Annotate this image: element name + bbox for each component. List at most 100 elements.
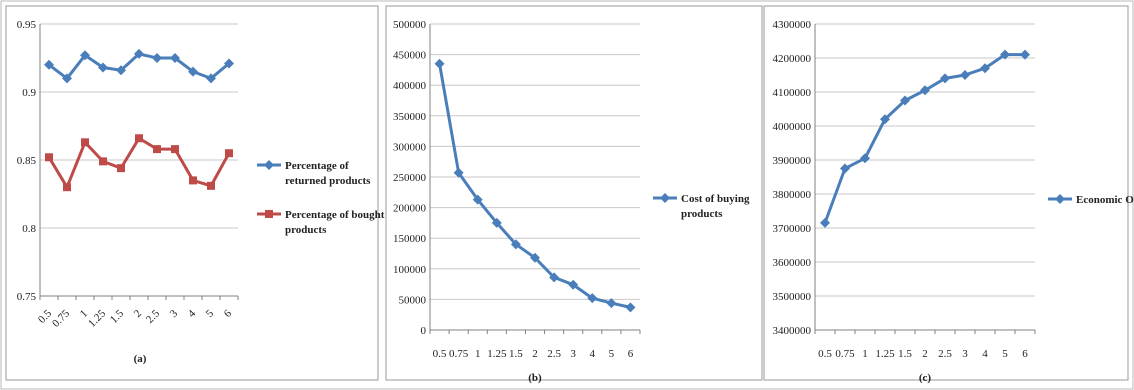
data-point xyxy=(117,164,125,173)
x-tick-label: 1.5 xyxy=(898,348,912,360)
data-point xyxy=(80,50,90,61)
y-tick-label: 4300000 xyxy=(773,19,812,31)
data-point xyxy=(135,134,143,143)
data-point xyxy=(99,157,107,166)
panel-frame xyxy=(763,5,1129,381)
legend-marker xyxy=(265,210,273,218)
y-tick-label: 0 xyxy=(421,325,427,337)
data-point xyxy=(188,66,198,77)
x-tick-label: 1.5 xyxy=(509,348,523,360)
data-point xyxy=(171,145,179,154)
y-tick-label: 3900000 xyxy=(773,155,812,167)
y-tick-label: 300000 xyxy=(393,141,427,153)
data-point xyxy=(940,73,950,84)
data-point xyxy=(960,70,970,80)
y-tick-label: 100000 xyxy=(393,264,427,276)
data-point xyxy=(170,53,180,63)
legend-label: products xyxy=(681,208,723,220)
data-point xyxy=(920,85,930,96)
legend-label: products xyxy=(285,224,327,236)
data-point xyxy=(980,63,990,74)
x-tick-label: 4 xyxy=(590,348,596,360)
x-tick-label: 1.25 xyxy=(487,348,507,360)
y-tick-label: 4100000 xyxy=(773,87,812,99)
data-point xyxy=(153,145,161,154)
data-point xyxy=(434,58,445,69)
legend-label: returned products xyxy=(285,175,371,187)
legend-label: Cost of buying xyxy=(681,193,750,205)
data-point xyxy=(820,217,830,228)
x-tick-label: 0.75 xyxy=(449,348,469,360)
x-tick-label: 6 xyxy=(628,348,634,360)
y-tick-label: 4000000 xyxy=(773,121,812,133)
chart-panel-2: 5000004500004000003500003000002500002000… xyxy=(385,5,763,384)
y-tick-label: 3800000 xyxy=(773,189,812,201)
data-point xyxy=(116,65,126,76)
data-point xyxy=(1000,49,1010,60)
data-point xyxy=(606,298,617,309)
data-point xyxy=(860,153,870,164)
x-tick-label: 0.5 xyxy=(433,348,447,360)
panel-caption: (c) xyxy=(919,372,932,384)
y-tick-label: 3600000 xyxy=(773,257,812,269)
y-tick-label: 3700000 xyxy=(773,223,812,235)
x-tick-label: 1.25 xyxy=(875,348,895,360)
data-point xyxy=(98,62,108,73)
data-point xyxy=(1020,49,1030,60)
y-tick-label: 200000 xyxy=(393,203,427,215)
y-tick-label: 400000 xyxy=(393,80,427,92)
legend-label: Economic OF xyxy=(1076,194,1134,206)
data-point xyxy=(224,58,234,69)
panel-caption: (b) xyxy=(528,372,542,384)
chart-panel-3: 4300000 4200000 4100000 4000000 3900000 38000… xyxy=(763,5,1134,384)
data-point xyxy=(45,153,53,162)
y-tick-label: 150000 xyxy=(393,233,427,245)
legend-marker xyxy=(1055,194,1065,204)
data-point xyxy=(152,53,162,63)
data-point xyxy=(900,95,910,106)
data-point xyxy=(510,239,521,250)
y-tick-label: 250000 xyxy=(393,172,427,184)
x-tick-label: 2.5 xyxy=(938,348,952,360)
data-point xyxy=(472,194,483,205)
x-tick-label: 2 xyxy=(922,348,928,360)
panel-frame xyxy=(5,5,379,381)
data-point xyxy=(62,73,72,84)
data-point xyxy=(587,293,598,304)
x-tick-label: 5 xyxy=(1002,348,1008,360)
y-tick-label: 0.9 xyxy=(22,87,36,99)
y-tick-label: 50000 xyxy=(399,294,427,306)
y-tick-label: 3400000 xyxy=(773,325,812,337)
data-point xyxy=(549,272,560,283)
y-tick-label: 0.8 xyxy=(22,223,36,235)
y-tick-label: 0.75 xyxy=(17,291,37,303)
data-point xyxy=(530,252,540,263)
x-tick-label: 5 xyxy=(609,348,615,360)
data-point xyxy=(491,217,502,228)
y-tick-label: 350000 xyxy=(393,111,427,123)
data-point xyxy=(568,279,579,290)
data-point xyxy=(189,176,197,185)
x-tick-label: 3 xyxy=(962,348,968,360)
data-point xyxy=(63,183,71,192)
x-tick-label: 1 xyxy=(475,348,481,360)
data-point xyxy=(134,48,144,59)
y-tick-label: 4200000 xyxy=(773,53,812,65)
data-point xyxy=(880,114,890,125)
panel-caption: (a) xyxy=(134,353,147,365)
x-tick-label: 0.5 xyxy=(818,348,832,360)
panel-frame xyxy=(385,5,763,381)
x-tick-label: 6 xyxy=(1022,348,1028,360)
data-point xyxy=(225,149,233,158)
x-tick-label: 2 xyxy=(532,348,538,360)
x-tick-label: 4 xyxy=(982,348,988,360)
legend-label: Percentage of bought xyxy=(285,209,385,221)
data-point xyxy=(207,181,215,190)
y-tick-label: 450000 xyxy=(393,50,427,62)
data-point xyxy=(840,163,850,174)
data-point xyxy=(81,138,89,147)
data-point xyxy=(206,73,216,84)
y-tick-label: 0.85 xyxy=(17,155,37,167)
